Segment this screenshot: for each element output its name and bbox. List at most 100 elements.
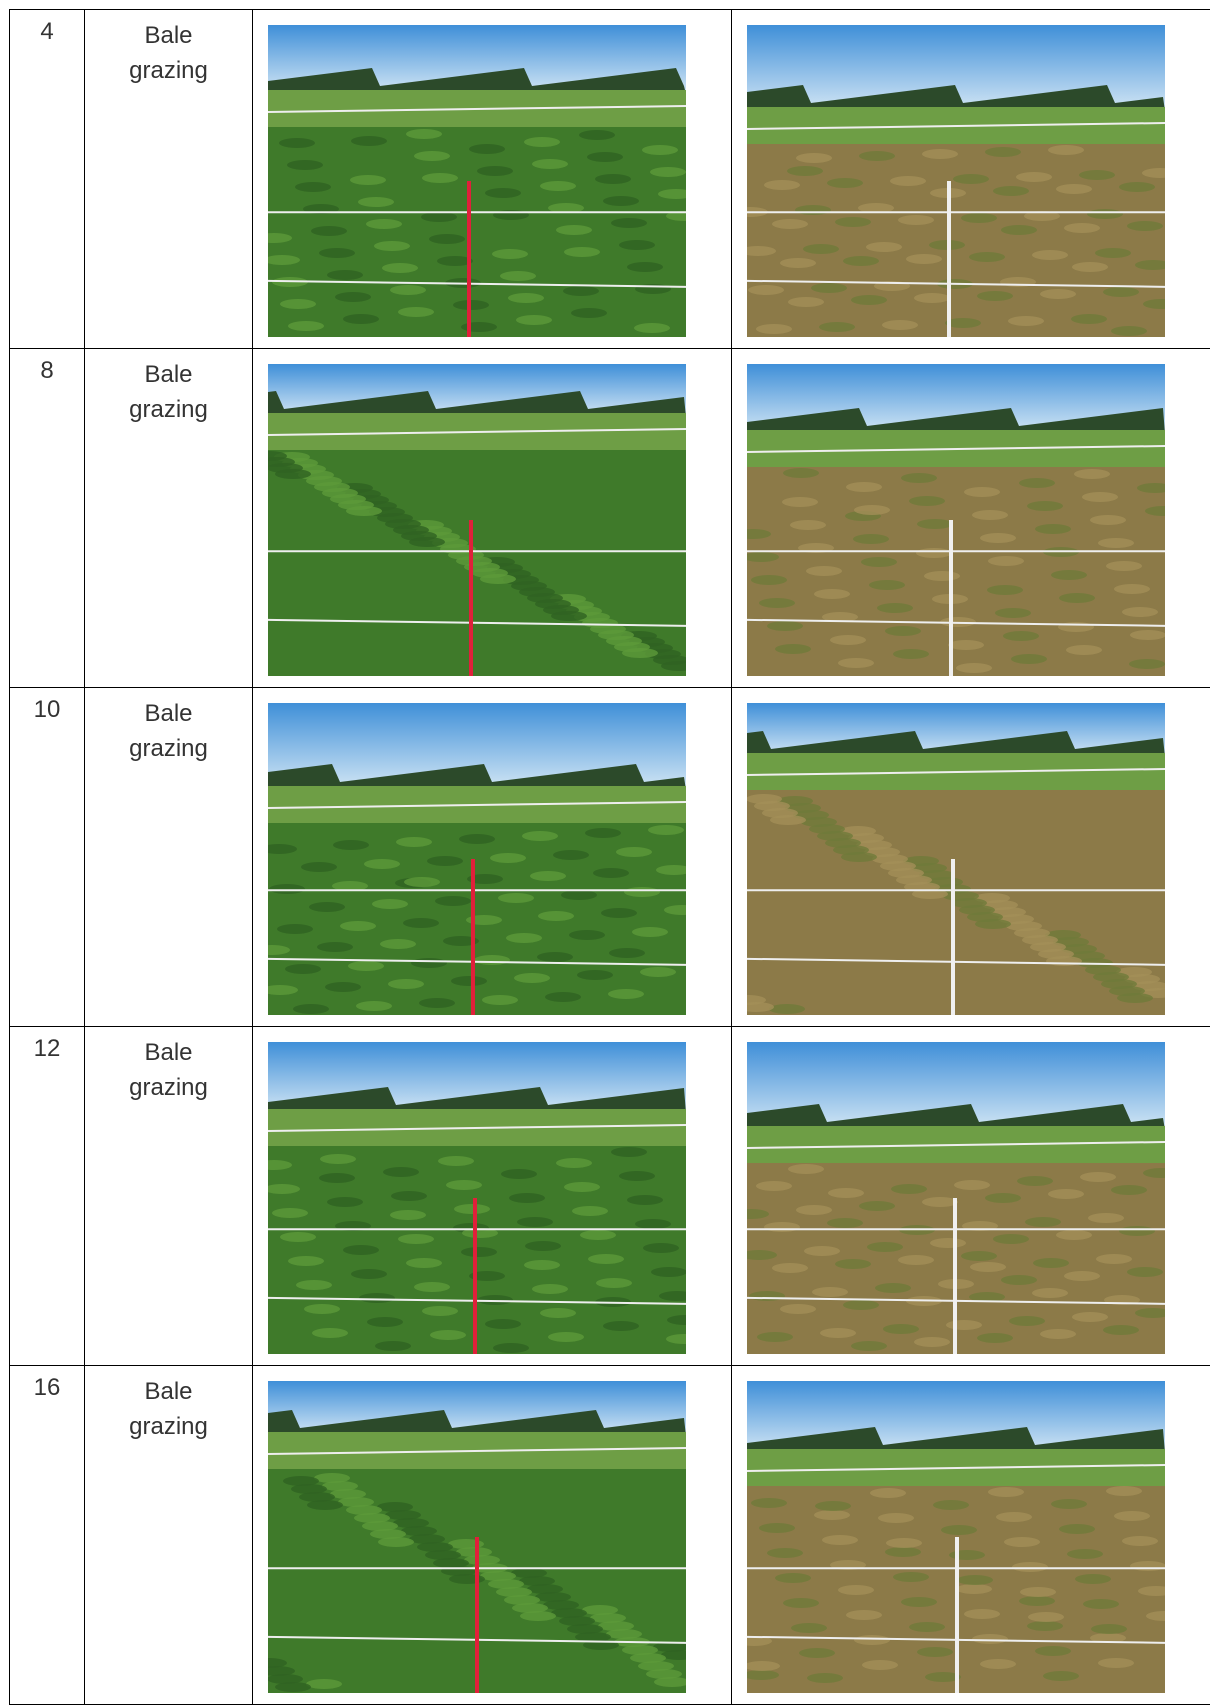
grass-tuft bbox=[433, 1558, 469, 1568]
grass-tuft bbox=[291, 1484, 327, 1494]
grass-tuft bbox=[517, 1217, 553, 1227]
photo bbox=[747, 364, 1165, 676]
grass-tuft bbox=[477, 1295, 513, 1305]
grass-tuft bbox=[756, 324, 792, 334]
grass-tuft bbox=[812, 1287, 848, 1297]
grass-tuft bbox=[914, 293, 950, 303]
grass-tuft bbox=[372, 899, 408, 909]
grass-tuft bbox=[268, 233, 292, 243]
grass-tuft bbox=[941, 1525, 977, 1535]
grass-tuft bbox=[437, 256, 473, 266]
grass-tuft bbox=[1035, 524, 1071, 534]
grass-tuft bbox=[893, 1572, 929, 1582]
grass-tuft bbox=[859, 1201, 895, 1211]
grass-tuft bbox=[906, 254, 942, 264]
grass-tuft bbox=[851, 295, 887, 305]
grass-tuft bbox=[421, 212, 457, 222]
grass-tuft bbox=[747, 1209, 769, 1219]
grass-tuft bbox=[747, 1250, 777, 1260]
grass-tuft bbox=[543, 1600, 579, 1610]
grass-tuft bbox=[948, 640, 984, 650]
grass-tuft bbox=[430, 1330, 466, 1340]
grass-tuft bbox=[1064, 223, 1100, 233]
tree-line bbox=[268, 68, 686, 94]
grass-tuft bbox=[1016, 172, 1052, 182]
grass-tuft bbox=[520, 1611, 556, 1621]
grass-tuft bbox=[747, 1636, 772, 1646]
photo-before-cell bbox=[252, 9, 732, 349]
grass-tuft bbox=[1127, 1267, 1163, 1277]
grass-tuft bbox=[1019, 478, 1055, 488]
grass-tuft bbox=[280, 299, 316, 309]
grass-tuft bbox=[390, 285, 426, 295]
grass-tuft bbox=[525, 1241, 561, 1251]
grass-tuft bbox=[956, 1584, 992, 1594]
grass-tuft bbox=[524, 137, 560, 147]
grass-tuft bbox=[643, 1243, 679, 1253]
grass-tuft bbox=[909, 496, 945, 506]
grass-tuft bbox=[383, 1167, 419, 1177]
grass-tuft bbox=[277, 924, 313, 934]
grass-tuft bbox=[366, 219, 402, 229]
grass-tuft bbox=[883, 1324, 919, 1334]
grass-tuft bbox=[343, 1245, 379, 1255]
grass-tuft bbox=[268, 945, 290, 955]
grass-tuft bbox=[1024, 211, 1060, 221]
grass-tuft bbox=[382, 263, 418, 273]
tree-line bbox=[268, 1410, 686, 1436]
grass-tuft bbox=[461, 1247, 497, 1257]
grass-tuft bbox=[409, 537, 445, 547]
plot-number: 12 bbox=[9, 1026, 85, 1366]
grass-tuft bbox=[667, 1315, 686, 1325]
grass-tuft bbox=[1103, 1325, 1139, 1335]
grass-tuft bbox=[827, 1218, 863, 1228]
grass-tuft bbox=[587, 152, 623, 162]
grass-tuft bbox=[961, 1251, 997, 1261]
grass-tuft bbox=[917, 1647, 953, 1657]
grass-tuft bbox=[414, 151, 450, 161]
grass-tuft bbox=[511, 1568, 547, 1578]
grass-tuft bbox=[268, 1666, 295, 1676]
grass-tuft bbox=[972, 1634, 1008, 1644]
grass-tuft bbox=[532, 1284, 568, 1294]
treatment: Bale grazing bbox=[129, 700, 208, 762]
grass-tuft bbox=[980, 533, 1016, 543]
fence-wire bbox=[268, 801, 686, 809]
grass-tuft bbox=[1001, 225, 1037, 235]
grass-tuft bbox=[1017, 1176, 1053, 1186]
grass-tuft bbox=[1090, 1633, 1126, 1643]
grass-tuft bbox=[269, 884, 305, 894]
grass-tuft bbox=[956, 663, 992, 673]
grass-tuft bbox=[1103, 287, 1139, 297]
grass-tuft bbox=[666, 211, 686, 221]
photo-after-cell bbox=[731, 1365, 1210, 1705]
grass-tuft bbox=[972, 510, 1008, 520]
grass-tuft bbox=[853, 534, 889, 544]
grass-tuft bbox=[841, 852, 877, 862]
grass-tuft bbox=[314, 1473, 350, 1483]
grass-tuft bbox=[411, 958, 447, 968]
grass-tuft bbox=[987, 585, 1023, 595]
grass-tuft bbox=[977, 1333, 1013, 1343]
grass-tuft bbox=[893, 649, 929, 659]
photo-after-cell bbox=[731, 687, 1210, 1027]
grass-tuft bbox=[422, 173, 458, 183]
grass-tuft bbox=[749, 1291, 785, 1301]
grass-tuft bbox=[338, 1497, 374, 1507]
grass-tuft bbox=[572, 1206, 608, 1216]
grass-tuft bbox=[635, 1219, 671, 1229]
photo-before-cell bbox=[252, 348, 732, 688]
treatment-cell: Bale grazing bbox=[84, 1365, 253, 1705]
grass-tuft bbox=[1075, 1574, 1111, 1584]
grass-tuft bbox=[843, 1300, 879, 1310]
grass-tuft bbox=[780, 258, 816, 268]
grass-tuft bbox=[964, 1609, 1000, 1619]
grass-tuft bbox=[506, 933, 542, 943]
grass-tuft bbox=[1122, 1536, 1158, 1546]
grass-tuft bbox=[414, 1282, 450, 1292]
grass-tuft bbox=[1129, 659, 1165, 669]
grass-tuft bbox=[822, 612, 858, 622]
grass-tuft bbox=[545, 992, 581, 1002]
photo-table: 4 Bale grazing 8 Bale grazing 10 Bale grazing… bbox=[9, 9, 1210, 1705]
grass-tuft bbox=[548, 1332, 584, 1342]
